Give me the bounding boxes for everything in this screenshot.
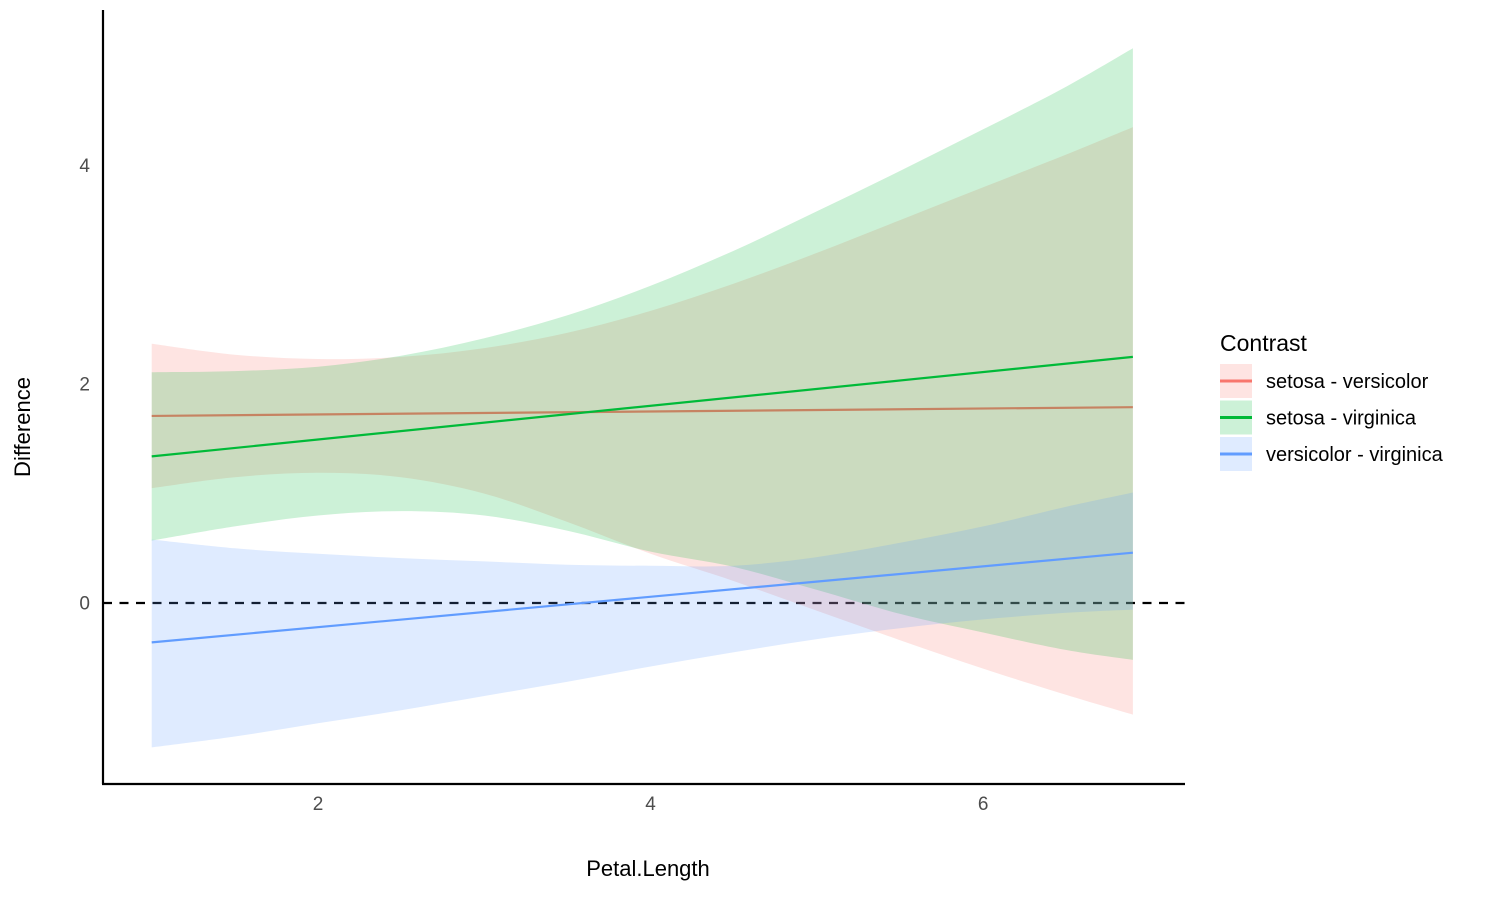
legend-label: versicolor - virginica [1266, 444, 1444, 466]
fit-line-2 [151, 551, 1133, 644]
legend-key-versicolor-virginica: versicolor - virginica [1220, 437, 1444, 471]
y-tick-0: 0 [79, 594, 90, 615]
x-tick-6: 6 [978, 794, 989, 815]
legend-label: setosa - virginica [1266, 408, 1417, 430]
x-tick-2: 2 [313, 794, 324, 815]
ribbon-1 [151, 48, 1133, 660]
legend: Contrast setosa - versicolor setosa - vi… [1220, 330, 1444, 471]
ribbon-0 [151, 127, 1133, 715]
y-tick-2: 2 [79, 375, 90, 396]
fit-line-1 [151, 355, 1133, 458]
legend-title: Contrast [1220, 330, 1308, 356]
legend-key-setosa-virginica: setosa - virginica [1220, 400, 1417, 435]
legend-key-setosa-versicolor: setosa - versicolor [1220, 364, 1429, 398]
fit-line-0 [151, 406, 1133, 418]
y-tick-4: 4 [79, 156, 90, 177]
ribbon-2 [151, 492, 1133, 748]
x-tick-4: 4 [645, 794, 656, 815]
chart-layers [103, 48, 1185, 748]
x-axis-title: Petal.Length [586, 856, 710, 881]
y-axis-title: Difference [10, 377, 35, 477]
legend-label: setosa - versicolor [1266, 371, 1429, 393]
